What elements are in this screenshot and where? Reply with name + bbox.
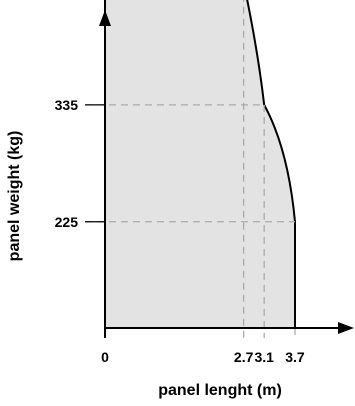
x-tick-label-3-1: 3.1 — [254, 349, 274, 365]
x-tick-label-2-7: 2.7 — [234, 349, 254, 365]
y-tick-label-225: 225 — [55, 214, 79, 230]
x-axis-title: panel lenght (m) — [158, 382, 282, 399]
x-tick-label-3-7: 3.7 — [285, 349, 305, 365]
y-axis-arrow — [99, 10, 111, 26]
y-axis-title: panel weight (kg) — [6, 131, 23, 262]
x-axis-arrow — [338, 322, 354, 334]
y-tick-label-335: 335 — [55, 97, 79, 113]
x-tick-label-0: 0 — [101, 349, 109, 365]
load-area — [104, 0, 296, 329]
